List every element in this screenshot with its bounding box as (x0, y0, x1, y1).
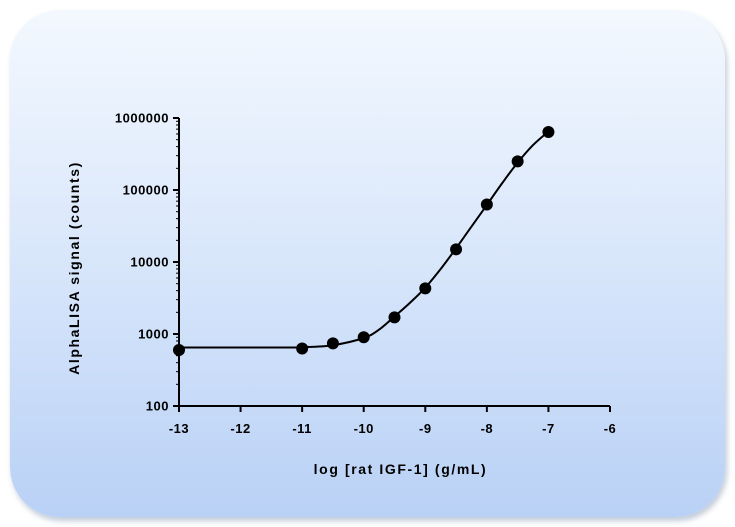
data-point (419, 282, 432, 295)
x-axis-title: log [rat IGF-1] (g/mL) (314, 461, 488, 477)
data-point (450, 243, 463, 256)
data-point (511, 155, 524, 168)
chart-panel (10, 10, 725, 517)
x-ticks: -13 -12 -11 -10 -9 -8 -7 -6 (169, 406, 616, 436)
x-tick-label: -7 (542, 421, 555, 436)
y-tick-label: 100000 (123, 183, 169, 198)
y-tick-label: 1000 (138, 327, 169, 342)
x-tick-label: -13 (169, 421, 189, 436)
axes (173, 118, 610, 412)
fit-curve (179, 130, 550, 349)
data-point (173, 343, 185, 356)
data-point (388, 311, 401, 324)
data-point (296, 342, 309, 355)
data-points (173, 125, 555, 356)
y-tick-label: 100 (146, 399, 169, 414)
x-tick-label: -8 (481, 421, 494, 436)
data-point (542, 125, 555, 138)
x-tick-label: -9 (419, 421, 432, 436)
data-point (480, 198, 493, 211)
data-point (357, 331, 370, 344)
y-ticks: 100 1000 10000 100000 1000000 (115, 111, 179, 414)
x-tick-label: -12 (230, 421, 250, 436)
x-tick-label: -11 (292, 421, 312, 436)
y-tick-label: 10000 (130, 255, 169, 270)
y-tick-label: 1000000 (115, 111, 169, 126)
data-point (326, 337, 339, 350)
x-tick-label: -6 (604, 421, 617, 436)
y-axis-title: AlphaLISA signal (counts) (66, 161, 82, 375)
x-tick-label: -10 (354, 421, 374, 436)
